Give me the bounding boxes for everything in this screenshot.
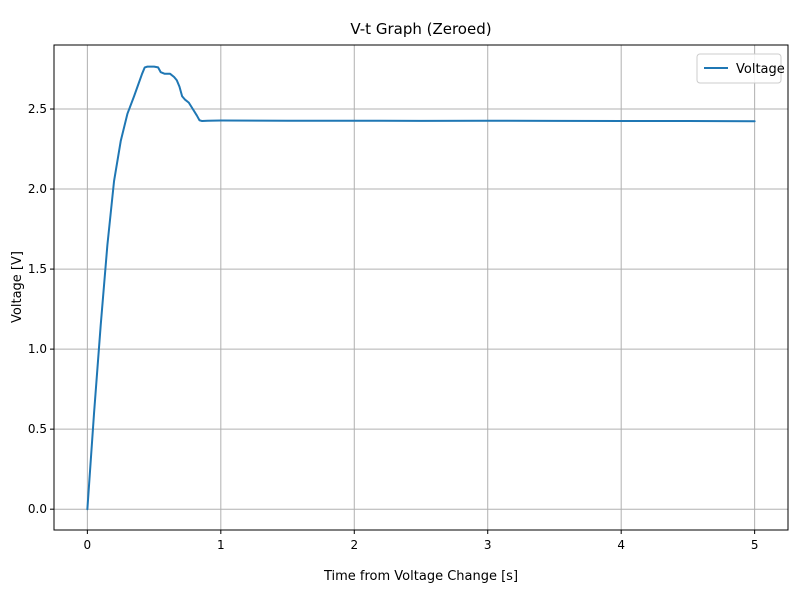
x-axis-title: Time from Voltage Change [s] (323, 569, 518, 584)
x-tick-label: 4 (617, 538, 625, 552)
axis-ticks: 0 1 2 3 4 5 0.0 0.5 1.0 1.5 2.0 2.5 (28, 102, 759, 552)
y-tick-label: 1.0 (28, 342, 47, 356)
legend-label-voltage: Voltage (736, 62, 785, 77)
x-tick-label: 2 (350, 538, 358, 552)
y-tick-label: 2.5 (28, 102, 47, 116)
series-line-voltage (86, 65, 756, 511)
chart-title: V-t Graph (Zeroed) (350, 20, 491, 38)
series-layer (86, 65, 756, 511)
plot-frame (53, 44, 789, 531)
grid-lines (54, 45, 788, 530)
x-tick-label: 0 (84, 538, 92, 552)
y-tick-label: 0.0 (28, 502, 47, 516)
y-axis-title: Voltage [V] (10, 251, 25, 323)
x-tick-label: 1 (217, 538, 225, 552)
y-tick-label: 0.5 (28, 422, 47, 436)
x-tick-label: 5 (751, 538, 759, 552)
y-tick-label: 2.0 (28, 182, 47, 196)
legend-box (696, 53, 782, 84)
y-tick-label: 1.5 (28, 262, 47, 276)
legend: Voltage (696, 53, 785, 84)
x-tick-label: 3 (484, 538, 492, 552)
